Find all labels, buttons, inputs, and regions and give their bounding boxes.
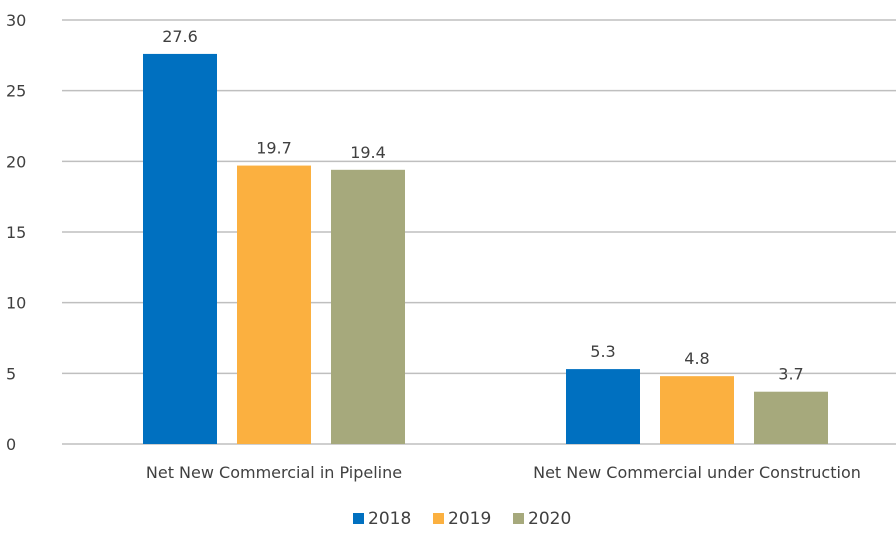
data-label: 19.7: [256, 139, 292, 158]
y-tick-label: 25: [6, 82, 26, 101]
bar-2020-construction: [754, 391, 828, 444]
x-category-label: Net New Commercial in Pipeline: [146, 463, 402, 482]
x-axis-category-labels: Net New Commercial in Pipeline Net New Co…: [146, 463, 861, 482]
bar-2019-pipeline: [237, 165, 311, 444]
y-tick-label: 0: [6, 435, 16, 454]
y-axis-tick-labels: 0 5 10 15 20 25 30: [6, 11, 26, 454]
x-category-label: Net New Commercial under Construction: [533, 463, 861, 482]
y-tick-label: 20: [6, 152, 26, 171]
data-label: 5.3: [590, 342, 615, 361]
data-labels: 27.6 19.7 19.4 5.3 4.8 3.7: [162, 27, 804, 384]
data-label: 3.7: [778, 365, 803, 384]
y-tick-label: 30: [6, 11, 26, 30]
legend-swatch-2019: [433, 513, 444, 524]
legend-label: 2020: [528, 509, 571, 529]
y-tick-label: 5: [6, 364, 16, 383]
bar-2019-construction: [660, 376, 734, 444]
bar-2018-construction: [566, 369, 640, 444]
data-label: 4.8: [684, 349, 709, 368]
y-tick-label: 15: [6, 223, 26, 242]
data-label: 19.4: [350, 143, 386, 162]
bar-2018-pipeline: [143, 53, 217, 445]
bars: [143, 53, 828, 445]
legend: 2018 2019 2020: [353, 509, 571, 529]
y-tick-label: 10: [6, 294, 26, 313]
legend-label: 2018: [368, 509, 411, 529]
legend-label: 2019: [448, 509, 491, 529]
bar-2020-pipeline: [331, 169, 405, 444]
legend-swatch-2020: [513, 513, 524, 524]
data-label: 27.6: [162, 27, 198, 46]
legend-swatch-2018: [353, 513, 364, 524]
